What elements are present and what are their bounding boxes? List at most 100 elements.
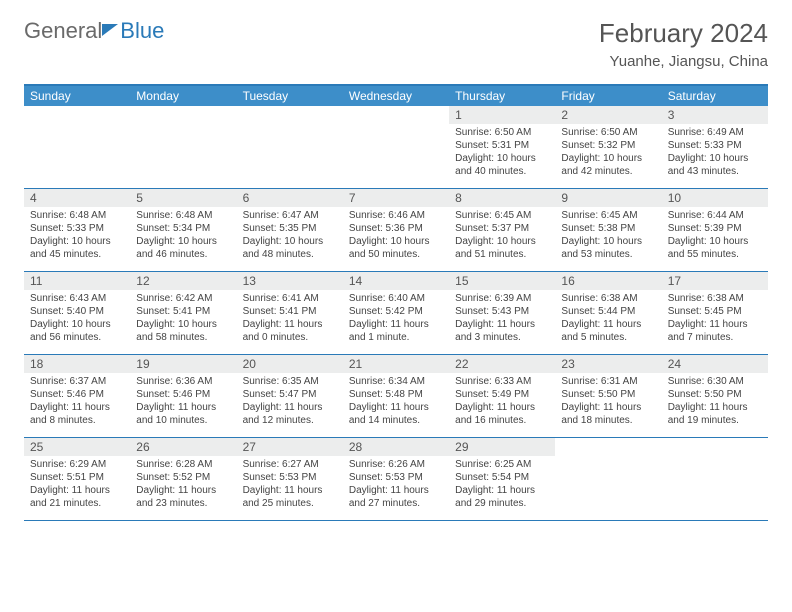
- day-cell: 17Sunrise: 6:38 AMSunset: 5:45 PMDayligh…: [662, 272, 768, 354]
- sunset-text: Sunset: 5:33 PM: [668, 139, 762, 152]
- day-number: 28: [343, 438, 449, 456]
- day-cell: 8Sunrise: 6:45 AMSunset: 5:37 PMDaylight…: [449, 189, 555, 271]
- day-info: Sunrise: 6:45 AMSunset: 5:38 PMDaylight:…: [555, 209, 661, 261]
- sunset-text: Sunset: 5:36 PM: [349, 222, 443, 235]
- day-number: 15: [449, 272, 555, 290]
- day-cell: 15 Sunrise: 6:39 AMSunset: 5:43 PMDayligh…: [449, 272, 555, 354]
- daylight-text: Daylight: 11 hours and 10 minutes.: [136, 401, 230, 427]
- day-cell: 7Sunrise: 6:46 AMSunset: 5:36 PMDaylight…: [343, 189, 449, 271]
- sunset-text: Sunset: 5:45 PM: [668, 305, 762, 318]
- day-info: Sunrise: 6:40 AMSunset: 5:42 PMDaylight:…: [343, 292, 449, 344]
- day-cell: 22Sunrise: 6:33 AMSunset: 5:49 PMDayligh…: [449, 355, 555, 437]
- daylight-text: Daylight: 11 hours and 1 minute.: [349, 318, 443, 344]
- sunset-text: Sunset: 5:51 PM: [30, 471, 124, 484]
- day-info: Sunrise: 6:28 AMSunset: 5:52 PMDaylight:…: [130, 458, 236, 510]
- sunset-text: Sunset: 5:50 PM: [561, 388, 655, 401]
- sunrise-text: Sunrise: 6:50 AM: [561, 126, 655, 139]
- day-number: 12: [130, 272, 236, 290]
- day-number: 24: [662, 355, 768, 373]
- title-block: February 2024 Yuanhe, Jiangsu, China: [599, 18, 768, 70]
- day-number: 4: [24, 189, 130, 207]
- sunrise-text: Sunrise: 6:26 AM: [349, 458, 443, 471]
- sunset-text: Sunset: 5:34 PM: [136, 222, 230, 235]
- daylight-text: Daylight: 11 hours and 0 minutes.: [243, 318, 337, 344]
- daylight-text: Daylight: 11 hours and 12 minutes.: [243, 401, 337, 427]
- month-title: February 2024: [599, 18, 768, 49]
- sunrise-text: Sunrise: 6:46 AM: [349, 209, 443, 222]
- sunset-text: Sunset: 5:41 PM: [243, 305, 337, 318]
- sunrise-text: Sunrise: 6:48 AM: [30, 209, 124, 222]
- day-info: Sunrise: 6:30 AMSunset: 5:50 PMDaylight:…: [662, 375, 768, 427]
- sunrise-text: Sunrise: 6:44 AM: [668, 209, 762, 222]
- sunrise-text: Sunrise: 6:34 AM: [349, 375, 443, 388]
- daylight-text: Daylight: 11 hours and 19 minutes.: [668, 401, 762, 427]
- day-number: [555, 438, 661, 442]
- day-number: 22: [449, 355, 555, 373]
- day-cell: 29Sunrise: 6:25 AMSunset: 5:54 PMDayligh…: [449, 438, 555, 520]
- day-header-thu: Thursday: [449, 86, 555, 106]
- day-number: 10: [662, 189, 768, 207]
- sunrise-text: Sunrise: 6:30 AM: [668, 375, 762, 388]
- day-info: Sunrise: 6:38 AMSunset: 5:44 PMDaylight:…: [555, 292, 661, 344]
- day-info: Sunrise: 6:39 AMSunset: 5:43 PMDaylight:…: [449, 292, 555, 344]
- daylight-text: Daylight: 10 hours and 58 minutes.: [136, 318, 230, 344]
- sunrise-text: Sunrise: 6:33 AM: [455, 375, 549, 388]
- day-info: Sunrise: 6:35 AMSunset: 5:47 PMDaylight:…: [237, 375, 343, 427]
- sunset-text: Sunset: 5:44 PM: [561, 305, 655, 318]
- day-header-mon: Monday: [130, 86, 236, 106]
- day-info: Sunrise: 6:37 AMSunset: 5:46 PMDaylight:…: [24, 375, 130, 427]
- sunset-text: Sunset: 5:40 PM: [30, 305, 124, 318]
- daylight-text: Daylight: 10 hours and 53 minutes.: [561, 235, 655, 261]
- day-cell: 5Sunrise: 6:48 AMSunset: 5:34 PMDaylight…: [130, 189, 236, 271]
- week-row: 1Sunrise: 6:50 AMSunset: 5:31 PMDaylight…: [24, 106, 768, 189]
- day-cell: [662, 438, 768, 520]
- day-info: Sunrise: 6:49 AMSunset: 5:33 PMDaylight:…: [662, 126, 768, 178]
- day-info: Sunrise: 6:27 AMSunset: 5:53 PMDaylight:…: [237, 458, 343, 510]
- sunrise-text: Sunrise: 6:27 AM: [243, 458, 337, 471]
- logo-triangle-icon: [102, 24, 118, 36]
- day-headers-row: Sunday Monday Tuesday Wednesday Thursday…: [24, 86, 768, 106]
- sunrise-text: Sunrise: 6:39 AM: [455, 292, 549, 305]
- day-number: [24, 106, 130, 110]
- day-info: Sunrise: 6:50 AMSunset: 5:32 PMDaylight:…: [555, 126, 661, 178]
- sunrise-text: Sunrise: 6:41 AM: [243, 292, 337, 305]
- sunset-text: Sunset: 5:42 PM: [349, 305, 443, 318]
- sunset-text: Sunset: 5:53 PM: [243, 471, 337, 484]
- day-cell: 23Sunrise: 6:31 AMSunset: 5:50 PMDayligh…: [555, 355, 661, 437]
- day-cell: 13Sunrise: 6:41 AMSunset: 5:41 PMDayligh…: [237, 272, 343, 354]
- day-cell: 6Sunrise: 6:47 AMSunset: 5:35 PMDaylight…: [237, 189, 343, 271]
- sunset-text: Sunset: 5:48 PM: [349, 388, 443, 401]
- sunset-text: Sunset: 5:33 PM: [30, 222, 124, 235]
- daylight-text: Daylight: 11 hours and 25 minutes.: [243, 484, 337, 510]
- day-cell: 1Sunrise: 6:50 AMSunset: 5:31 PMDaylight…: [449, 106, 555, 188]
- day-info: Sunrise: 6:34 AMSunset: 5:48 PMDaylight:…: [343, 375, 449, 427]
- day-info: Sunrise: 6:44 AMSunset: 5:39 PMDaylight:…: [662, 209, 768, 261]
- day-number: 14: [343, 272, 449, 290]
- day-number: 27: [237, 438, 343, 456]
- day-cell: 20Sunrise: 6:35 AMSunset: 5:47 PMDayligh…: [237, 355, 343, 437]
- sunrise-text: Sunrise: 6:45 AM: [455, 209, 549, 222]
- daylight-text: Daylight: 10 hours and 46 minutes.: [136, 235, 230, 261]
- day-number: 23: [555, 355, 661, 373]
- day-number: [662, 438, 768, 442]
- day-cell: 16Sunrise: 6:38 AMSunset: 5:44 PMDayligh…: [555, 272, 661, 354]
- day-cell: 4Sunrise: 6:48 AMSunset: 5:33 PMDaylight…: [24, 189, 130, 271]
- day-number: 17: [662, 272, 768, 290]
- daylight-text: Daylight: 10 hours and 48 minutes.: [243, 235, 337, 261]
- daylight-text: Daylight: 11 hours and 29 minutes.: [455, 484, 549, 510]
- daylight-text: Daylight: 10 hours and 55 minutes.: [668, 235, 762, 261]
- day-info: Sunrise: 6:29 AMSunset: 5:51 PMDaylight:…: [24, 458, 130, 510]
- day-info: Sunrise: 6:50 AMSunset: 5:31 PMDaylight:…: [449, 126, 555, 178]
- day-cell: 26Sunrise: 6:28 AMSunset: 5:52 PMDayligh…: [130, 438, 236, 520]
- daylight-text: Daylight: 10 hours and 51 minutes.: [455, 235, 549, 261]
- sunrise-text: Sunrise: 6:47 AM: [243, 209, 337, 222]
- day-number: 5: [130, 189, 236, 207]
- day-cell: [24, 106, 130, 188]
- day-cell: 25Sunrise: 6:29 AMSunset: 5:51 PMDayligh…: [24, 438, 130, 520]
- daylight-text: Daylight: 11 hours and 7 minutes.: [668, 318, 762, 344]
- day-cell: 14 Sunrise: 6:40 AMSunset: 5:42 PMDayligh…: [343, 272, 449, 354]
- day-cell: [555, 438, 661, 520]
- daylight-text: Daylight: 11 hours and 14 minutes.: [349, 401, 443, 427]
- daylight-text: Daylight: 11 hours and 18 minutes.: [561, 401, 655, 427]
- weeks-container: 1Sunrise: 6:50 AMSunset: 5:31 PMDaylight…: [24, 106, 768, 521]
